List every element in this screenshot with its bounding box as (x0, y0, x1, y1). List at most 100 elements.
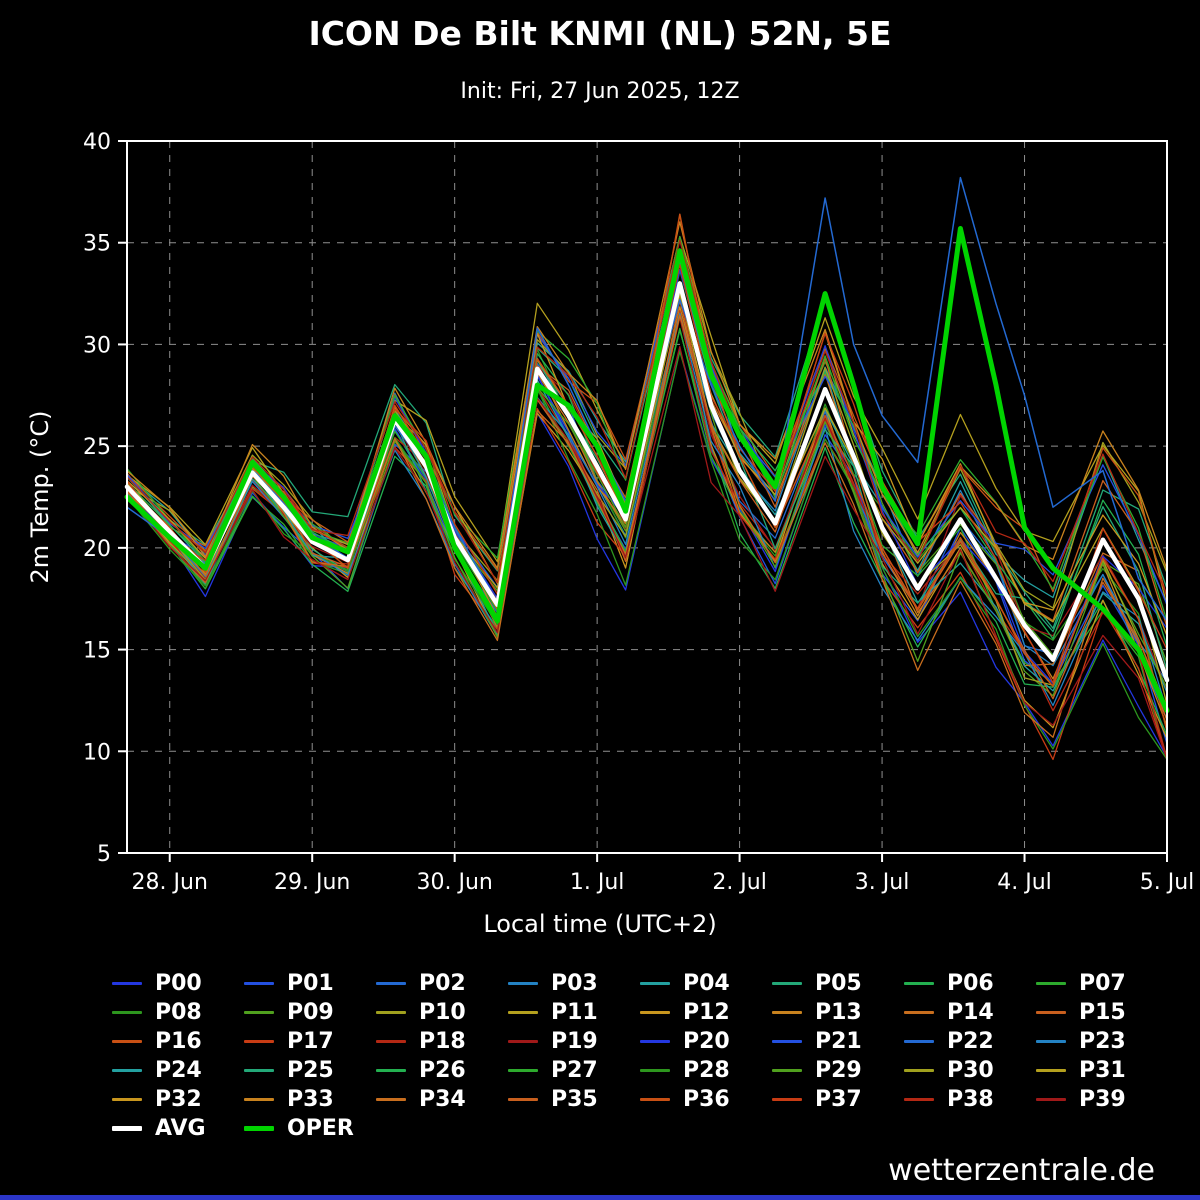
chart-legend: P00 P01 P02 P03 P04 P05 P06 P07 P08 P09 P10 P11 P12 P… (112, 970, 1200, 1141)
legend-item-p29: P29 (772, 1057, 904, 1083)
plot-frame (126, 140, 1168, 854)
legend-swatch-p10 (376, 1010, 406, 1014)
legend-item-p28: P28 (640, 1058, 772, 1083)
legend-label-p22: P22 (947, 1028, 994, 1054)
legend-item-p12: P12 (640, 1000, 772, 1025)
legend-item-p37: P37 (772, 1087, 904, 1112)
x-axis-label: Local time (UTC+2) (483, 910, 717, 938)
legend-label-p34: P34 (419, 1086, 466, 1112)
legend-swatch-p19 (508, 1039, 538, 1043)
legend-label-p17: P17 (287, 1028, 334, 1054)
legend-label-p06: P06 (947, 970, 994, 996)
legend-label-p29: P29 (815, 1057, 862, 1083)
legend-swatch-p23 (1036, 1039, 1066, 1043)
legend-label-p31: P31 (1079, 1057, 1126, 1083)
legend-swatch-p09 (244, 1010, 274, 1014)
bottom-accent-bar (0, 1195, 1200, 1200)
legend-item-p05: P05 (772, 970, 904, 996)
legend-label-p00: P00 (155, 970, 202, 996)
y-tick-label: 5 (97, 842, 111, 867)
legend-label-p03: P03 (551, 970, 598, 996)
member-line-p07 (126, 327, 1168, 761)
legend-swatch-p24 (112, 1068, 142, 1072)
legend-item-p10: P10 (376, 999, 508, 1025)
legend-item-p32: P32 (112, 1086, 244, 1112)
legend-label-p32: P32 (155, 1086, 202, 1112)
legend-swatch-p02 (376, 981, 406, 985)
legend-label-p23: P23 (1079, 1028, 1126, 1054)
legend-label-p16: P16 (155, 1028, 202, 1054)
legend-label-p05: P05 (815, 970, 862, 996)
legend-item-p17: P17 (244, 1028, 376, 1054)
legend-swatch-p26 (376, 1068, 406, 1072)
legend-swatch-p00 (112, 981, 142, 985)
legend-item-p23: P23 (1036, 1028, 1168, 1054)
legend-swatch-p12 (640, 1010, 670, 1014)
legend-label-p35: P35 (551, 1086, 598, 1112)
y-tick-label: 10 (83, 740, 111, 765)
chart-subtitle: Init: Fri, 27 Jun 2025, 12Z (460, 79, 740, 104)
legend-item-p36: P36 (640, 1086, 772, 1112)
legend-swatch-p03 (508, 981, 538, 985)
legend-item-p06: P06 (904, 970, 1036, 996)
legend-swatch-p20 (640, 1039, 670, 1043)
legend-item-p14: P14 (904, 999, 1036, 1025)
y-tick-label: 25 (83, 435, 111, 460)
x-tick-label: 3. Jul (855, 870, 910, 895)
legend-label-p15: P15 (1079, 999, 1126, 1025)
legend-label-p27: P27 (551, 1057, 598, 1083)
legend-swatch-p21 (772, 1039, 802, 1043)
legend-swatch-p22 (904, 1039, 934, 1043)
legend-label-oper: OPER (287, 1115, 354, 1141)
legend-item-p18: P18 (376, 1029, 508, 1054)
legend-swatch-p01 (244, 981, 274, 985)
legend-item-p20: P20 (640, 1028, 772, 1054)
legend-label-p09: P09 (287, 999, 334, 1025)
legend-swatch-p33 (244, 1097, 274, 1101)
y-tick-label: 40 (83, 130, 111, 155)
legend-label-p30: P30 (947, 1057, 994, 1083)
legend-label-p14: P14 (947, 999, 994, 1025)
legend-item-p04: P04 (640, 971, 772, 996)
legend-swatch-p17 (244, 1039, 274, 1043)
legend-swatch-p28 (640, 1068, 670, 1072)
legend-item-p39: P39 (1036, 1087, 1168, 1112)
x-tick-label: 29. Jun (274, 870, 350, 895)
legend-item-p09: P09 (244, 999, 376, 1025)
legend-item-p33: P33 (244, 1087, 376, 1112)
legend-item-p25: P25 (244, 1058, 376, 1083)
legend-label-p36: P36 (683, 1086, 730, 1112)
legend-item-p01: P01 (244, 971, 376, 996)
page-title: ICON De Bilt KNMI (NL) 52N, 5E (308, 14, 892, 53)
y-axis-label: 2m Temp. (°C) (26, 411, 54, 584)
legend-swatch-p13 (772, 1010, 802, 1014)
member-line-p19 (126, 295, 1168, 692)
legend-label-p13: P13 (815, 999, 862, 1025)
legend-swatch-avg (112, 1125, 142, 1131)
legend-swatch-p25 (244, 1068, 274, 1072)
legend-item-p19: P19 (508, 1029, 640, 1054)
legend-label-p24: P24 (155, 1057, 202, 1083)
legend-swatch-p39 (1036, 1097, 1066, 1101)
legend-label-p10: P10 (419, 999, 466, 1025)
legend-swatch-p06 (904, 981, 934, 985)
legend-swatch-p07 (1036, 981, 1066, 985)
legend-swatch-p27 (508, 1068, 538, 1072)
legend-label-p20: P20 (683, 1028, 730, 1054)
x-tick-label: 28. Jun (132, 870, 208, 895)
legend-item-p24: P24 (112, 1057, 244, 1083)
site-brand: wetterzentrale.de (888, 1153, 1155, 1188)
member-line-p38 (126, 239, 1168, 596)
x-tick-label: 30. Jun (416, 870, 492, 895)
legend-swatch-oper (244, 1125, 274, 1131)
legend-item-oper: OPER (244, 1115, 376, 1141)
legend-swatch-p36 (640, 1097, 670, 1101)
legend-swatch-p34 (376, 1097, 406, 1101)
member-line-p33 (126, 221, 1168, 571)
legend-item-p27: P27 (508, 1057, 640, 1083)
legend-label-p38: P38 (947, 1086, 994, 1112)
member-line-p34 (126, 314, 1168, 738)
legend-item-p07: P07 (1036, 971, 1168, 996)
legend-swatch-p18 (376, 1039, 406, 1043)
legend-item-p22: P22 (904, 1028, 1036, 1054)
